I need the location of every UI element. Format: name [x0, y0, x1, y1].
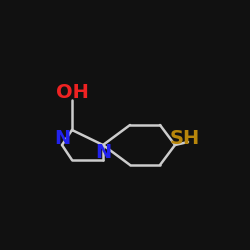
- Text: N: N: [95, 142, 111, 162]
- Text: SH: SH: [170, 128, 200, 148]
- Text: N: N: [54, 128, 70, 148]
- Text: OH: OH: [56, 82, 88, 102]
